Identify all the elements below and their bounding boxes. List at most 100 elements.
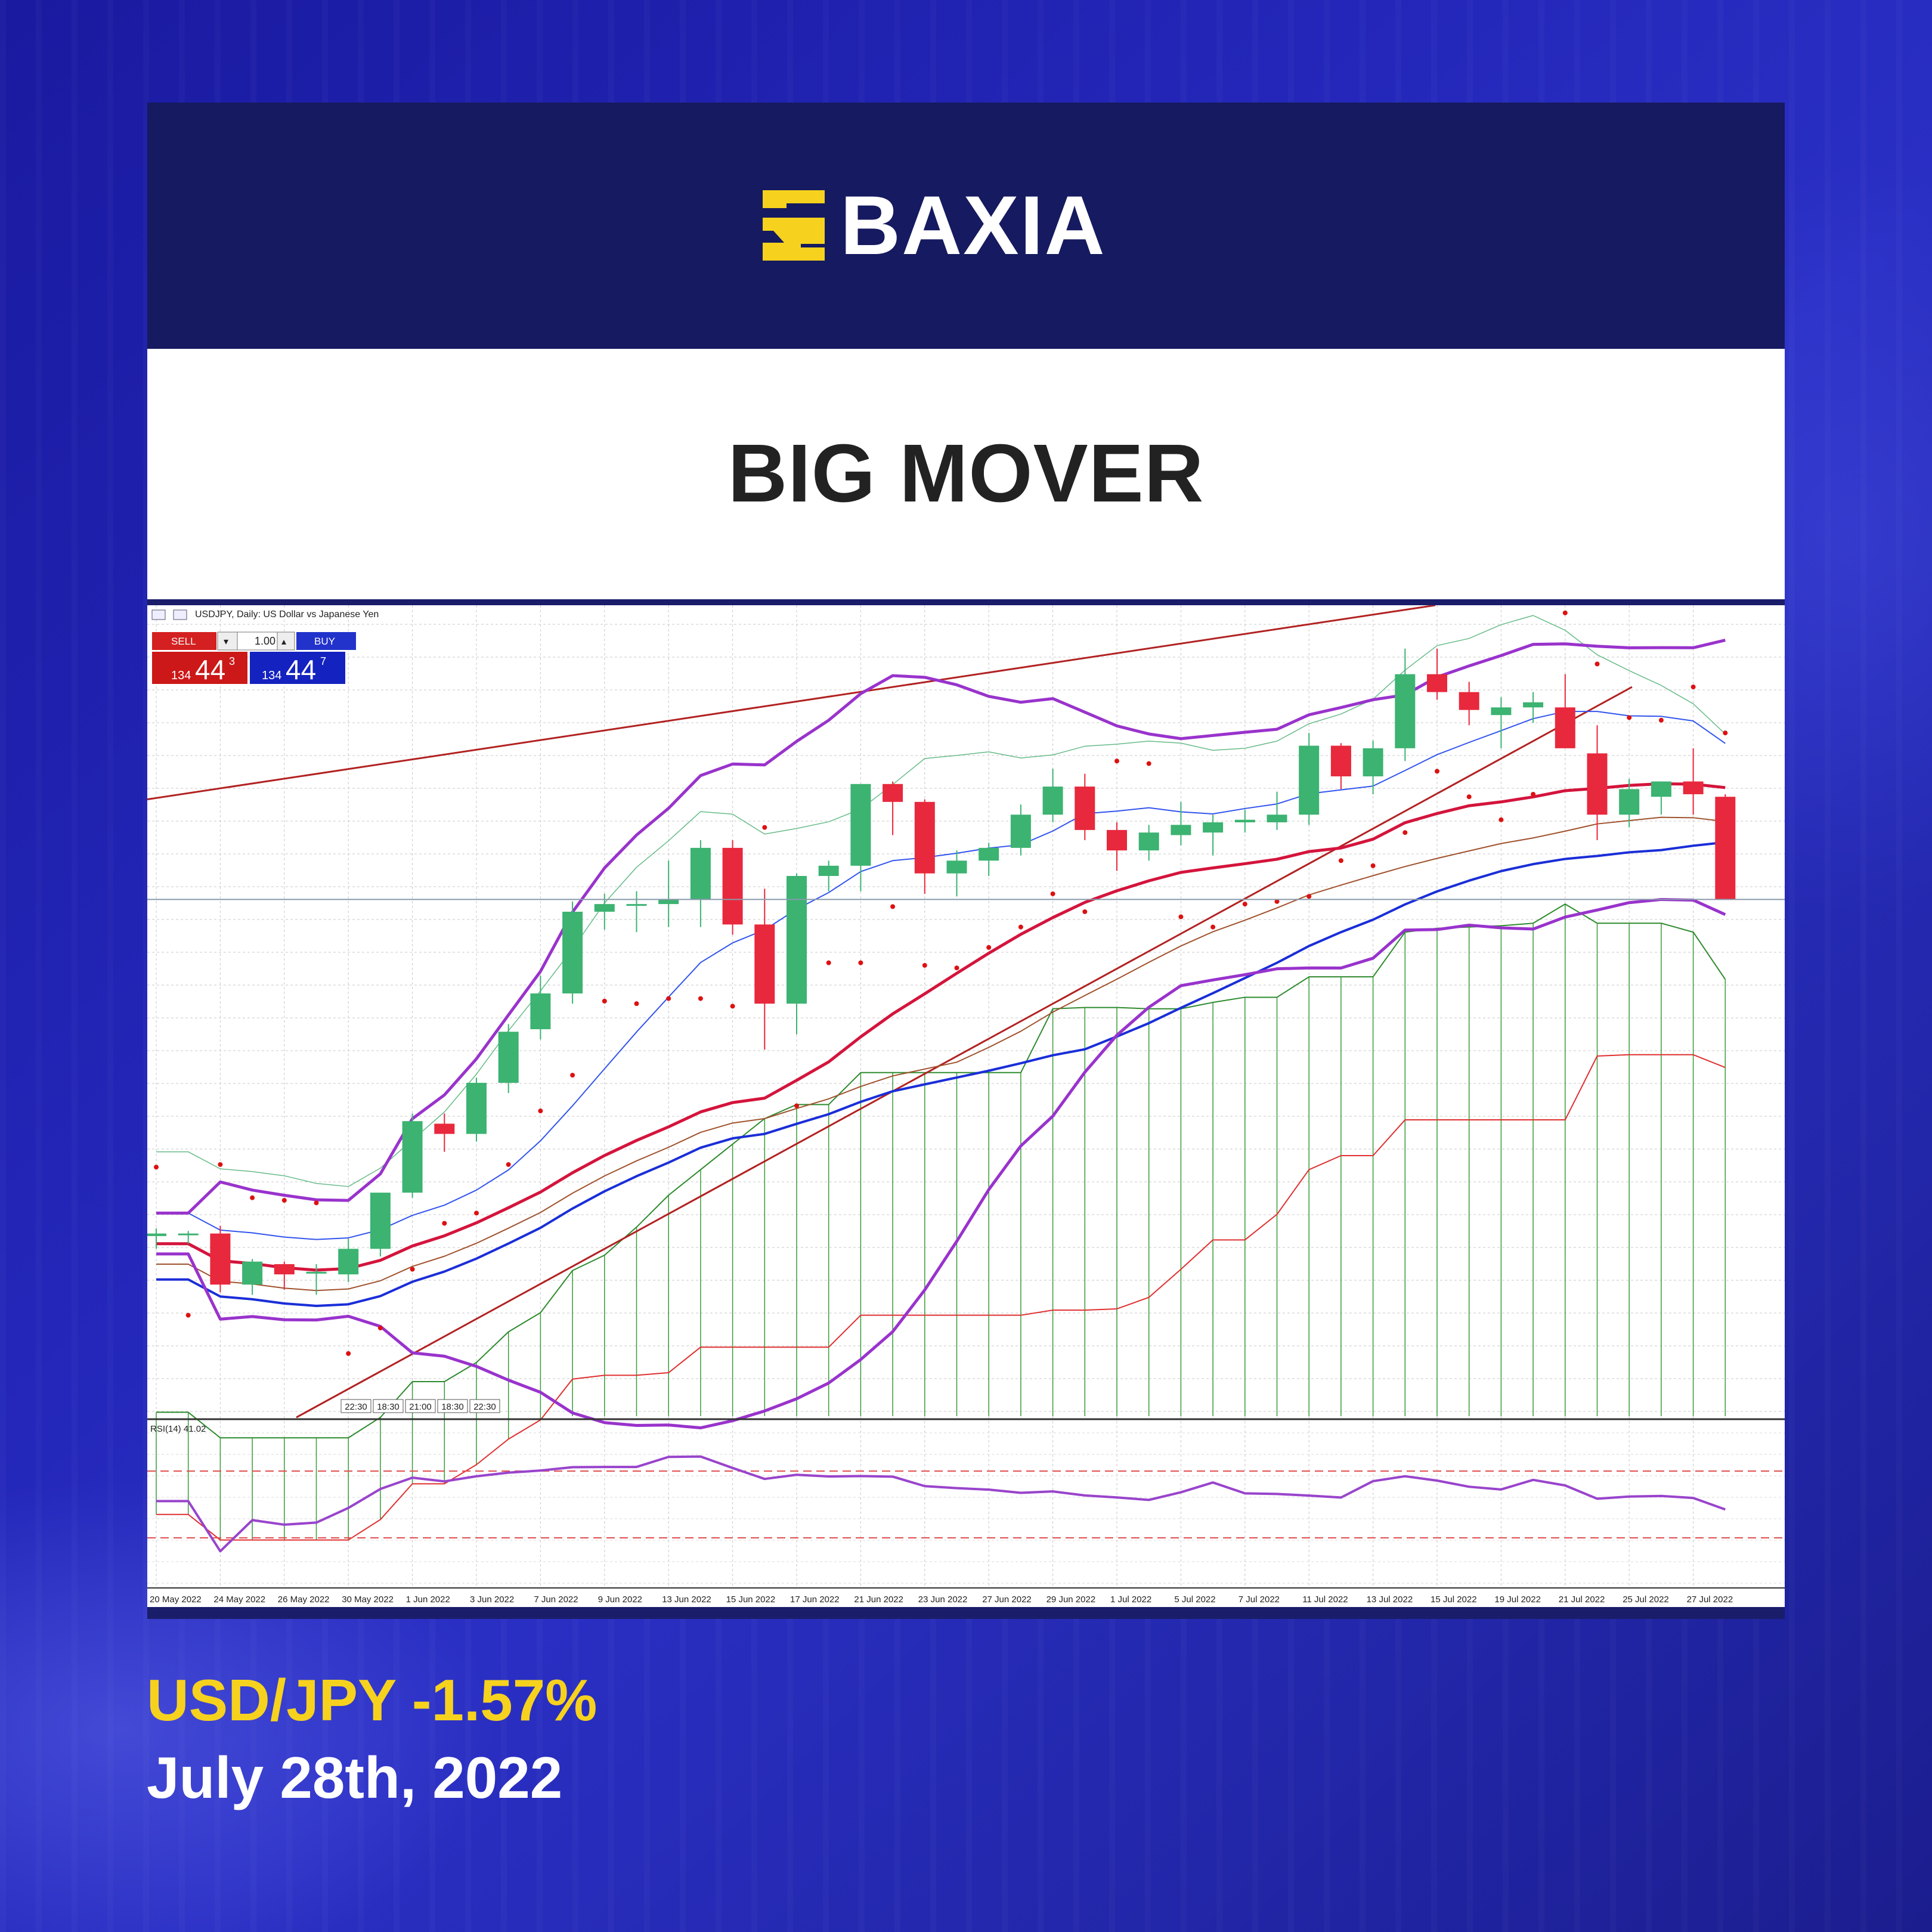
sar-dot	[474, 1210, 479, 1216]
candle-body	[1267, 815, 1287, 823]
sar-dot	[1562, 610, 1568, 615]
sar-dot	[890, 904, 896, 909]
sar-dot	[1178, 914, 1184, 919]
sar-dot	[281, 1197, 287, 1203]
sar-dot	[410, 1267, 415, 1272]
candle-body	[914, 801, 935, 874]
sar-dot	[1402, 830, 1408, 835]
candle-body	[818, 865, 839, 876]
sar-dot	[1338, 858, 1343, 863]
candle-body	[1427, 674, 1447, 692]
candle-body	[626, 904, 647, 906]
chart-area: 22:30 18:30 21:00 18:30 22:30 RSI(14) 41.02 20…	[146, 604, 1785, 1607]
candle-body	[1491, 707, 1512, 716]
window-icon	[173, 609, 187, 620]
buy-price-box	[250, 652, 345, 684]
sar-dot	[1114, 758, 1119, 764]
session-label: 22:30	[345, 1402, 367, 1412]
candle-body	[1075, 787, 1095, 830]
sar-dot	[1466, 794, 1472, 800]
session-label-box	[469, 1399, 500, 1413]
sell-button	[152, 632, 216, 650]
candle-body	[498, 1032, 519, 1083]
x-tick-label: 19 Jul 2022	[1494, 1594, 1541, 1605]
candle-body	[1042, 787, 1063, 815]
trendline-upper	[147, 604, 1436, 800]
sar-dot	[1306, 894, 1312, 899]
bollinger-lower	[156, 897, 1726, 1430]
candle-body	[690, 847, 711, 899]
lot-stepper	[277, 631, 295, 651]
candle-body	[1715, 797, 1736, 899]
sar-dot	[762, 825, 767, 830]
title-band: BIG MOVER	[147, 349, 1785, 599]
chevron-down-icon: ▾	[224, 637, 228, 647]
candle-body	[370, 1193, 391, 1249]
session-label: 18:30	[377, 1402, 400, 1412]
x-tick-label: 1 Jun 2022	[406, 1594, 450, 1605]
candle-body	[338, 1249, 359, 1275]
candle-body	[722, 847, 743, 925]
sar-dot	[1018, 924, 1023, 930]
sell-price-prefix: 134	[171, 669, 191, 682]
sar-dot	[314, 1200, 319, 1206]
x-tick-label: 15 Jul 2022	[1431, 1594, 1477, 1605]
sar-dot	[1594, 661, 1600, 667]
chart-icon	[151, 609, 166, 620]
sar-dot	[666, 996, 671, 1001]
sar-dot	[1242, 902, 1247, 907]
sar-dot	[1274, 899, 1280, 904]
sell-price-box	[152, 652, 247, 684]
candle-body	[1395, 674, 1416, 748]
x-tick-label: 15 Jun 2022	[726, 1594, 776, 1605]
sar-dot	[1531, 791, 1536, 797]
bollinger-upper	[156, 639, 1726, 1215]
candle-body	[1523, 702, 1544, 708]
sar-dot	[698, 996, 703, 1001]
session-label: 18:30	[441, 1402, 464, 1412]
buy-button	[296, 632, 356, 650]
chevron-up-icon: ▴	[281, 637, 286, 647]
candle-body	[1555, 707, 1575, 748]
x-tick-label: 3 Jun 2022	[470, 1594, 514, 1605]
sar-dot	[1658, 717, 1664, 723]
x-tick-label: 17 Jun 2022	[790, 1594, 840, 1605]
candle-body	[883, 784, 903, 802]
x-tick-label: 1 Jul 2022	[1110, 1594, 1151, 1605]
x-tick-label: 11 Jul 2022	[1302, 1594, 1348, 1605]
candle-body	[594, 904, 615, 912]
candle-body	[1138, 832, 1159, 851]
candle-body	[1299, 745, 1320, 815]
sar-dot	[794, 1103, 799, 1109]
sar-dot	[826, 960, 831, 965]
candle-body	[1010, 815, 1031, 848]
candle-body	[242, 1261, 263, 1285]
candle-body	[306, 1271, 327, 1274]
candle-body	[274, 1264, 295, 1275]
sar-dot	[1435, 769, 1439, 774]
sar-dot	[442, 1221, 447, 1226]
session-label-box	[340, 1399, 371, 1413]
candle-body	[146, 1233, 166, 1236]
session-label-box	[405, 1399, 436, 1413]
sar-dot	[377, 1326, 383, 1331]
rsi-label: RSI(14) 41.02	[150, 1424, 206, 1434]
x-tick-label: 5 Jul 2022	[1174, 1594, 1215, 1605]
chart-svg: 22:30 18:30 21:00 18:30 22:30 RSI(14) 41.02 20…	[146, 604, 1785, 1605]
sar-dot	[506, 1162, 511, 1167]
candle-body	[1107, 829, 1127, 851]
candle-body	[466, 1082, 487, 1134]
report-date: July 28th, 2022	[147, 1745, 563, 1810]
session-label: 22:30	[473, 1402, 496, 1412]
candle-body	[1651, 781, 1671, 797]
sar-dot	[1050, 891, 1055, 896]
buy-label: BUY	[314, 636, 335, 647]
sar-dot	[1690, 685, 1696, 690]
session-label: 21:00	[409, 1402, 432, 1412]
cloud-span-b	[156, 1054, 1726, 1541]
sell-price-pip: 3	[229, 655, 235, 667]
candle-body	[1363, 748, 1383, 776]
x-tick-label: 13 Jun 2022	[662, 1594, 711, 1605]
x-tick-label: 30 May 2022	[342, 1594, 394, 1605]
candle-body	[787, 876, 807, 1004]
